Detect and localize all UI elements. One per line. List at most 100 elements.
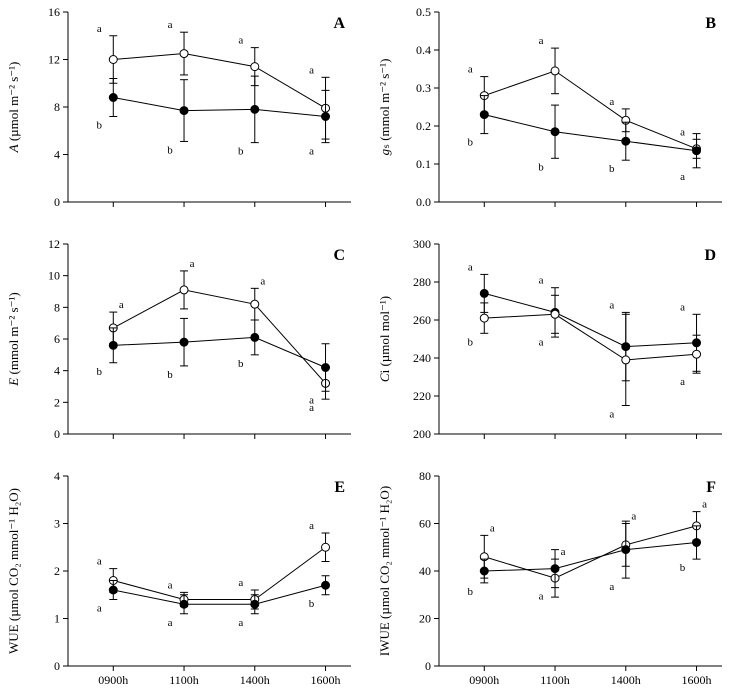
panel-container-C: 024681012E (mmol m⁻² s⁻¹)Caaaabbba bbox=[0, 232, 371, 464]
series-line bbox=[484, 115, 696, 151]
xtick-label: 1600h bbox=[311, 673, 341, 687]
ytick-label: 12 bbox=[48, 237, 60, 251]
filled-marker bbox=[693, 539, 701, 547]
significance-letter: b bbox=[680, 562, 686, 574]
significance-letter: b bbox=[97, 120, 103, 132]
panel-container-F: 0204060800900h1100h1400h1600hIWUE (µmol … bbox=[371, 464, 743, 696]
ytick-label: 4 bbox=[54, 148, 60, 162]
panel-label: D bbox=[704, 247, 716, 264]
significance-letter: a bbox=[309, 520, 314, 532]
ytick-label: 2 bbox=[54, 395, 60, 409]
significance-letter: a bbox=[609, 299, 614, 311]
panel-label: B bbox=[705, 15, 716, 32]
significance-letter: a bbox=[539, 275, 544, 287]
ytick-label: 8 bbox=[54, 300, 60, 314]
open-marker bbox=[251, 63, 259, 71]
significance-letter: a bbox=[97, 603, 102, 615]
open-marker bbox=[480, 314, 488, 322]
filled-marker bbox=[251, 105, 259, 113]
open-marker bbox=[551, 67, 559, 75]
ytick-label: 40 bbox=[419, 564, 431, 578]
y-axis-label: A (µmol m⁻² s⁻¹) bbox=[6, 62, 21, 154]
ytick-label: 1 bbox=[54, 612, 60, 626]
ytick-label: 0 bbox=[54, 427, 60, 441]
filled-marker bbox=[480, 289, 488, 297]
open-marker bbox=[180, 286, 188, 294]
open-marker bbox=[322, 543, 330, 551]
significance-letter: a bbox=[309, 64, 314, 76]
ytick-label: 8 bbox=[54, 100, 60, 114]
filled-marker bbox=[622, 546, 630, 554]
significance-letter: a bbox=[539, 591, 544, 603]
panel-E: 012340900h1100h1400h1600hWUE (µmol CO₂ m… bbox=[0, 464, 371, 696]
ytick-label: 0 bbox=[425, 659, 431, 673]
significance-letter: a bbox=[119, 299, 124, 311]
chart-grid: 0481216A (µmol m⁻² s⁻¹)Aaaaabbba0.00.10.… bbox=[0, 0, 743, 696]
significance-letter: a bbox=[97, 556, 102, 568]
panel-label: E bbox=[334, 479, 345, 496]
significance-letter: b bbox=[468, 336, 474, 348]
significance-letter: a bbox=[680, 376, 685, 388]
significance-letter: b bbox=[538, 161, 544, 173]
significance-letter: a bbox=[168, 579, 173, 591]
open-marker bbox=[109, 56, 117, 64]
filled-marker bbox=[551, 128, 559, 136]
ytick-label: 60 bbox=[419, 517, 431, 531]
series-line bbox=[113, 337, 325, 367]
ytick-label: 2 bbox=[54, 564, 60, 578]
panel-F: 0204060800900h1100h1400h1600hIWUE (µmol … bbox=[371, 464, 742, 696]
xtick-label: 1400h bbox=[240, 673, 270, 687]
filled-marker bbox=[251, 333, 259, 341]
significance-letter: a bbox=[609, 581, 614, 593]
panel-container-B: 0.00.10.20.30.40.5gₛ (mmol m⁻² s⁻¹)Baaaa… bbox=[371, 0, 743, 232]
significance-letter: a bbox=[309, 146, 314, 158]
filled-marker bbox=[622, 137, 630, 145]
ytick-label: 0.2 bbox=[416, 119, 431, 133]
filled-marker bbox=[322, 364, 330, 372]
filled-marker bbox=[251, 600, 259, 608]
significance-letter: a bbox=[238, 577, 243, 589]
ytick-label: 16 bbox=[48, 5, 60, 19]
ytick-label: 3 bbox=[54, 517, 60, 531]
significance-letter: a bbox=[309, 394, 314, 406]
significance-letter: a bbox=[680, 301, 685, 313]
y-axis-label: Ci (µmol mol⁻¹) bbox=[377, 296, 392, 382]
panel-label: F bbox=[706, 479, 716, 496]
panel-A: 0481216A (µmol m⁻² s⁻¹)Aaaaabbba bbox=[0, 0, 371, 232]
series-line bbox=[113, 98, 325, 117]
xtick-label: 1100h bbox=[540, 673, 570, 687]
xtick-label: 0900h bbox=[98, 673, 128, 687]
significance-letter: a bbox=[702, 499, 707, 511]
ytick-label: 200 bbox=[413, 427, 431, 441]
significance-letter: b bbox=[468, 586, 474, 598]
filled-marker bbox=[480, 567, 488, 575]
ytick-label: 6 bbox=[54, 332, 60, 346]
y-axis-label: IWUE (µmol CO₂ mmol⁻¹ H₂O) bbox=[377, 486, 392, 656]
series-line bbox=[113, 54, 325, 109]
ytick-label: 300 bbox=[413, 237, 431, 251]
significance-letter: a bbox=[680, 126, 685, 138]
ytick-label: 20 bbox=[419, 612, 431, 626]
filled-marker bbox=[109, 341, 117, 349]
ytick-label: 0.5 bbox=[416, 5, 431, 19]
filled-marker bbox=[480, 111, 488, 119]
filled-marker bbox=[109, 586, 117, 594]
ytick-label: 0.4 bbox=[416, 43, 431, 57]
ytick-label: 0 bbox=[54, 195, 60, 209]
significance-letter: b bbox=[609, 163, 615, 175]
filled-marker bbox=[109, 94, 117, 102]
significance-letter: a bbox=[238, 35, 243, 47]
significance-letter: a bbox=[490, 522, 495, 534]
series-line bbox=[113, 547, 325, 599]
xtick-label: 0900h bbox=[469, 673, 499, 687]
significance-letter: b bbox=[167, 144, 173, 156]
ytick-label: 0.1 bbox=[416, 157, 431, 171]
panel-label: A bbox=[333, 15, 345, 32]
significance-letter: a bbox=[468, 261, 473, 273]
series-line bbox=[484, 314, 696, 360]
filled-marker bbox=[322, 113, 330, 121]
open-marker bbox=[693, 350, 701, 358]
significance-letter: b bbox=[167, 369, 173, 381]
significance-letter: b bbox=[468, 137, 474, 149]
significance-letter: a bbox=[168, 617, 173, 629]
